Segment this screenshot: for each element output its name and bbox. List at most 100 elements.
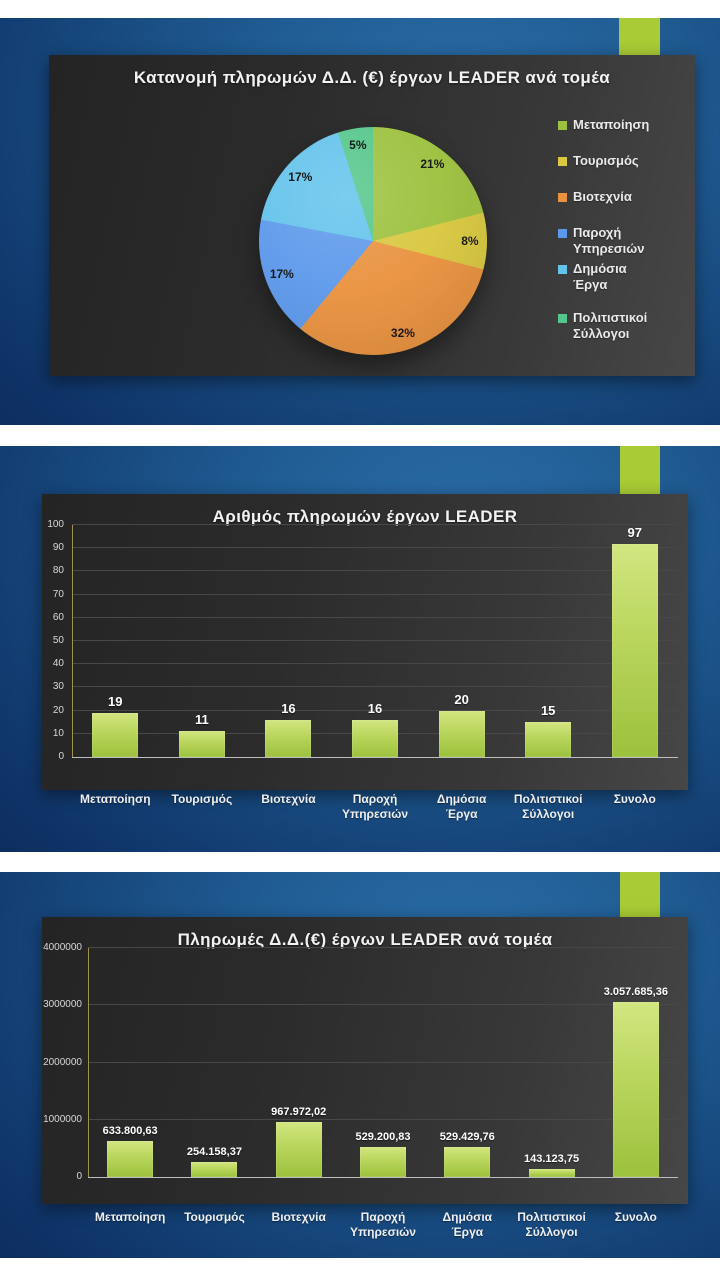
category-label: Πολιτιστικοί Σύλλογοι <box>517 1210 586 1239</box>
pie-slice-label: 21% <box>420 157 445 172</box>
y-axis-labels: 0 10 20 30 40 50 60 70 80 90 100 <box>42 519 68 762</box>
gridline <box>72 524 678 525</box>
bar-slot: 11 <box>159 525 246 757</box>
legend-label: Παροχή Υπηρεσιών <box>573 225 645 256</box>
category-label: Τουρισμός <box>171 792 233 806</box>
y-axis-labels: 0 1000000 2000000 3000000 4000000 <box>42 942 86 1182</box>
bar-value-label: 19 <box>108 693 123 709</box>
gridline <box>88 1118 678 1120</box>
slides-page: Κατανομή πληρωμών Δ.Δ. (€) έργων LEADER … <box>0 18 720 1258</box>
y-axis-tick-label: 20 <box>52 704 64 716</box>
bar-slot: 529.200,83 <box>341 948 425 1177</box>
category-label: Τουρισμός <box>184 1210 245 1224</box>
gridline <box>72 663 678 665</box>
bar <box>92 712 139 757</box>
gridline <box>72 593 678 595</box>
bar-value-label: 967.972,02 <box>271 1105 327 1118</box>
category-label: Παροχή Υπηρεσιών <box>342 792 409 821</box>
category-label: Βιοτεχνία <box>261 792 316 806</box>
legend-label: Μεταποίηση <box>573 117 650 132</box>
bar <box>525 722 572 757</box>
category-label: Παροχή Υπηρεσιών <box>349 1210 416 1239</box>
slide-payment-counts: Αριθμός πληρωμών έργων LEADER 0 10 20 30 40 5… <box>0 446 720 852</box>
gridline <box>88 1061 678 1063</box>
gridline <box>88 1004 678 1006</box>
bar <box>275 1121 322 1177</box>
bar-slot: 3.057.685,36 <box>594 948 678 1177</box>
pie <box>259 127 487 355</box>
y-axis-tick-label: 0 <box>76 1171 82 1182</box>
y-axis-line <box>88 948 89 1177</box>
legend-swatch <box>558 121 567 130</box>
legend-swatch <box>558 314 567 323</box>
bar-slot: 143.123,75 <box>509 948 593 1177</box>
accent-bar <box>620 446 660 494</box>
count-chart-panel: Αριθμός πληρωμών έργων LEADER 0 10 20 30 40 5… <box>42 494 688 821</box>
category-label: Βιοτεχνία <box>271 1210 326 1224</box>
y-axis-tick-label: 1000000 <box>43 1113 82 1125</box>
y-axis-tick-label: 30 <box>52 681 64 693</box>
pie-slice-label: 8% <box>461 234 479 248</box>
bar-value-label: 16 <box>367 700 383 716</box>
amount-chart-title: Πληρωμές Δ.Δ.(€) έργων LEADER ανά τομέα <box>177 930 553 949</box>
plot-area: 633.800,63 254.158,37 967.972,02 529.200,83… <box>88 947 678 1178</box>
gridline <box>72 547 678 549</box>
pie-chart-panel: Κατανομή πληρωμών Δ.Δ. (€) έργων LEADER … <box>49 55 695 376</box>
legend-swatch <box>558 157 567 166</box>
legend-label: Δημόσια Έργα <box>573 261 627 292</box>
legend-item: Παροχή Υπηρεσιών <box>558 225 686 257</box>
legend-label: Βιοτεχνία <box>573 189 632 204</box>
gridline <box>72 570 678 572</box>
y-axis-tick-label: 3000000 <box>43 999 82 1011</box>
category-label: Μεταποίηση <box>80 792 151 806</box>
legend-swatch <box>558 229 567 238</box>
bar-value-label: 529.429,76 <box>439 1130 495 1143</box>
y-axis-tick-label: 100 <box>47 519 64 530</box>
category-label: Συνολο <box>614 1210 657 1224</box>
legend-item: Δημόσια Έργα <box>558 261 686 293</box>
legend-swatch <box>558 193 567 202</box>
bar <box>611 544 658 757</box>
legend-swatch <box>558 265 567 274</box>
pie-gloss-overlay <box>259 127 487 355</box>
bar <box>438 710 485 757</box>
category-label: Συνολο <box>613 792 656 806</box>
bar-value-label: 15 <box>540 703 556 719</box>
bar <box>444 1146 491 1177</box>
pie-chart-title: Κατανομή πληρωμών Δ.Δ. (€) έργων LEADER … <box>133 68 611 87</box>
bars: 19 11 16 16 20 15 97 <box>72 525 678 757</box>
bar-slot: 19 <box>72 525 159 757</box>
legend-label: Πολιτιστικοί Σύλλογοι <box>573 310 648 341</box>
bar-value-label: 254.158,37 <box>186 1146 242 1159</box>
legend-label: Τουρισμός <box>573 153 639 168</box>
bar-value-label: 633.800,63 <box>102 1124 158 1137</box>
y-axis-line <box>72 525 73 757</box>
bar-value-label: 143.123,75 <box>524 1152 580 1165</box>
slide-pie-distribution: Κατανομή πληρωμών Δ.Δ. (€) έργων LEADER … <box>0 18 720 425</box>
x-axis-line <box>72 757 678 758</box>
legend-item: Βιοτεχνία <box>558 189 686 205</box>
amount-chart-panel: Πληρωμές Δ.Δ.(€) έργων LEADER ανά τομέα … <box>42 917 688 1239</box>
category-label: Πολιτιστικοί Σύλλογοι <box>513 792 583 821</box>
bar-slot: 967.972,02 <box>257 948 341 1177</box>
bar <box>528 1168 575 1177</box>
y-axis-tick-label: 2000000 <box>43 1056 82 1068</box>
y-axis-tick-label: 4000000 <box>43 942 82 953</box>
accent-bar <box>620 872 660 917</box>
bar-value-label: 97 <box>627 525 642 540</box>
bar-slot: 16 <box>245 525 332 757</box>
bar <box>359 1146 406 1177</box>
legend-item: Τουρισμός <box>558 153 686 169</box>
gridline <box>72 686 678 688</box>
gridline <box>72 709 678 711</box>
y-axis-tick-label: 70 <box>52 588 64 600</box>
bar-slot: 15 <box>505 525 592 757</box>
category-label: Δημόσια Έργα <box>442 1210 493 1239</box>
bar-slot: 529.429,76 <box>425 948 509 1177</box>
bar-slot: 16 <box>332 525 419 757</box>
y-axis-tick-label: 10 <box>52 727 64 739</box>
bar-slot: 254.158,37 <box>172 948 256 1177</box>
gridline <box>72 640 678 641</box>
slide-payment-amounts: Πληρωμές Δ.Δ.(€) έργων LEADER ανά τομέα … <box>0 872 720 1258</box>
category-label: Δημόσια Έργα <box>436 792 487 821</box>
